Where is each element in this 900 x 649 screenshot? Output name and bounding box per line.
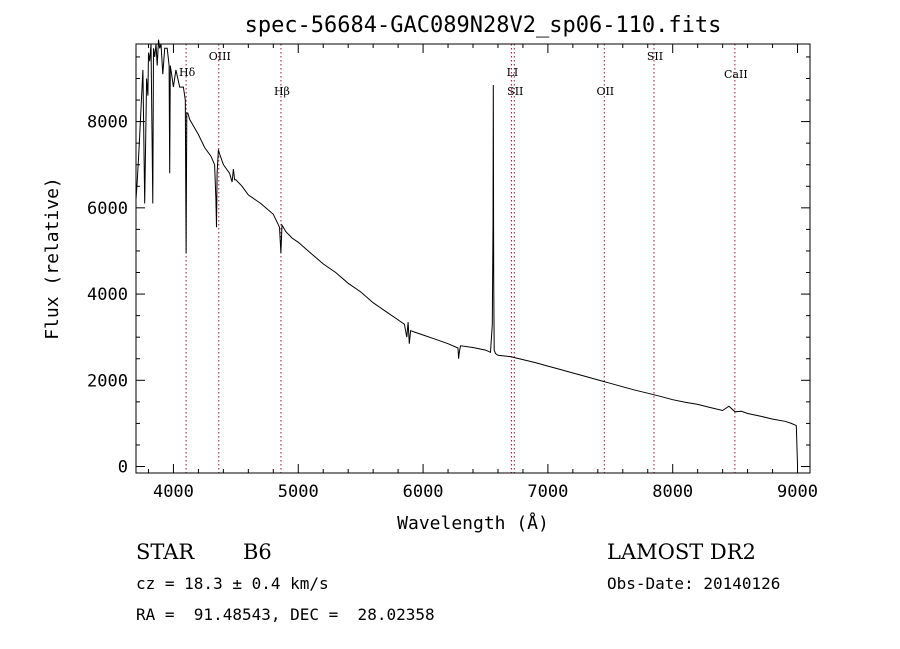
x-tick-label: 8000	[652, 482, 693, 502]
redshift-cz: cz = 18.3 ± 0.4 km/s	[136, 574, 329, 593]
spectral-line-label: CaII	[724, 68, 748, 81]
y-tick-label: 0	[118, 458, 128, 478]
spectral-line-label: LI	[507, 66, 519, 79]
plot-frame	[135, 43, 811, 474]
spectral-line-label: Hδ	[179, 66, 196, 79]
survey-name: LAMOST DR2	[607, 540, 756, 564]
object-subclass: B6	[243, 540, 272, 564]
spectral-line-label: OII	[596, 85, 614, 98]
chart-title: spec-56684-GAC089N28V2_sp06-110.fits	[245, 13, 722, 38]
y-tick-label: 8000	[87, 113, 128, 133]
x-tick-label: 5000	[278, 482, 319, 502]
x-tick-label: 4000	[153, 482, 194, 502]
x-tick-label: 6000	[403, 482, 444, 502]
spectral-line-label: Hβ	[274, 85, 290, 98]
coordinates: RA = 91.48543, DEC = 28.02358	[136, 605, 435, 624]
observation-date: Obs-Date: 20140126	[607, 574, 781, 593]
spectrum-line	[135, 39, 798, 465]
y-axis-label: Flux (relative)	[42, 177, 63, 340]
x-tick-label: 9000	[777, 482, 818, 502]
y-tick-label: 6000	[87, 199, 128, 219]
spectral-line-label: SII	[647, 50, 663, 63]
y-tick-label: 2000	[87, 371, 128, 391]
object-type: STAR	[136, 540, 195, 564]
y-tick-label: 4000	[87, 285, 128, 305]
spectral-line-label: OIII	[209, 50, 231, 63]
spectral-line-label: SII	[507, 85, 523, 98]
x-axis-label: Wavelength (Å)	[397, 512, 549, 534]
x-tick-label: 7000	[527, 482, 568, 502]
